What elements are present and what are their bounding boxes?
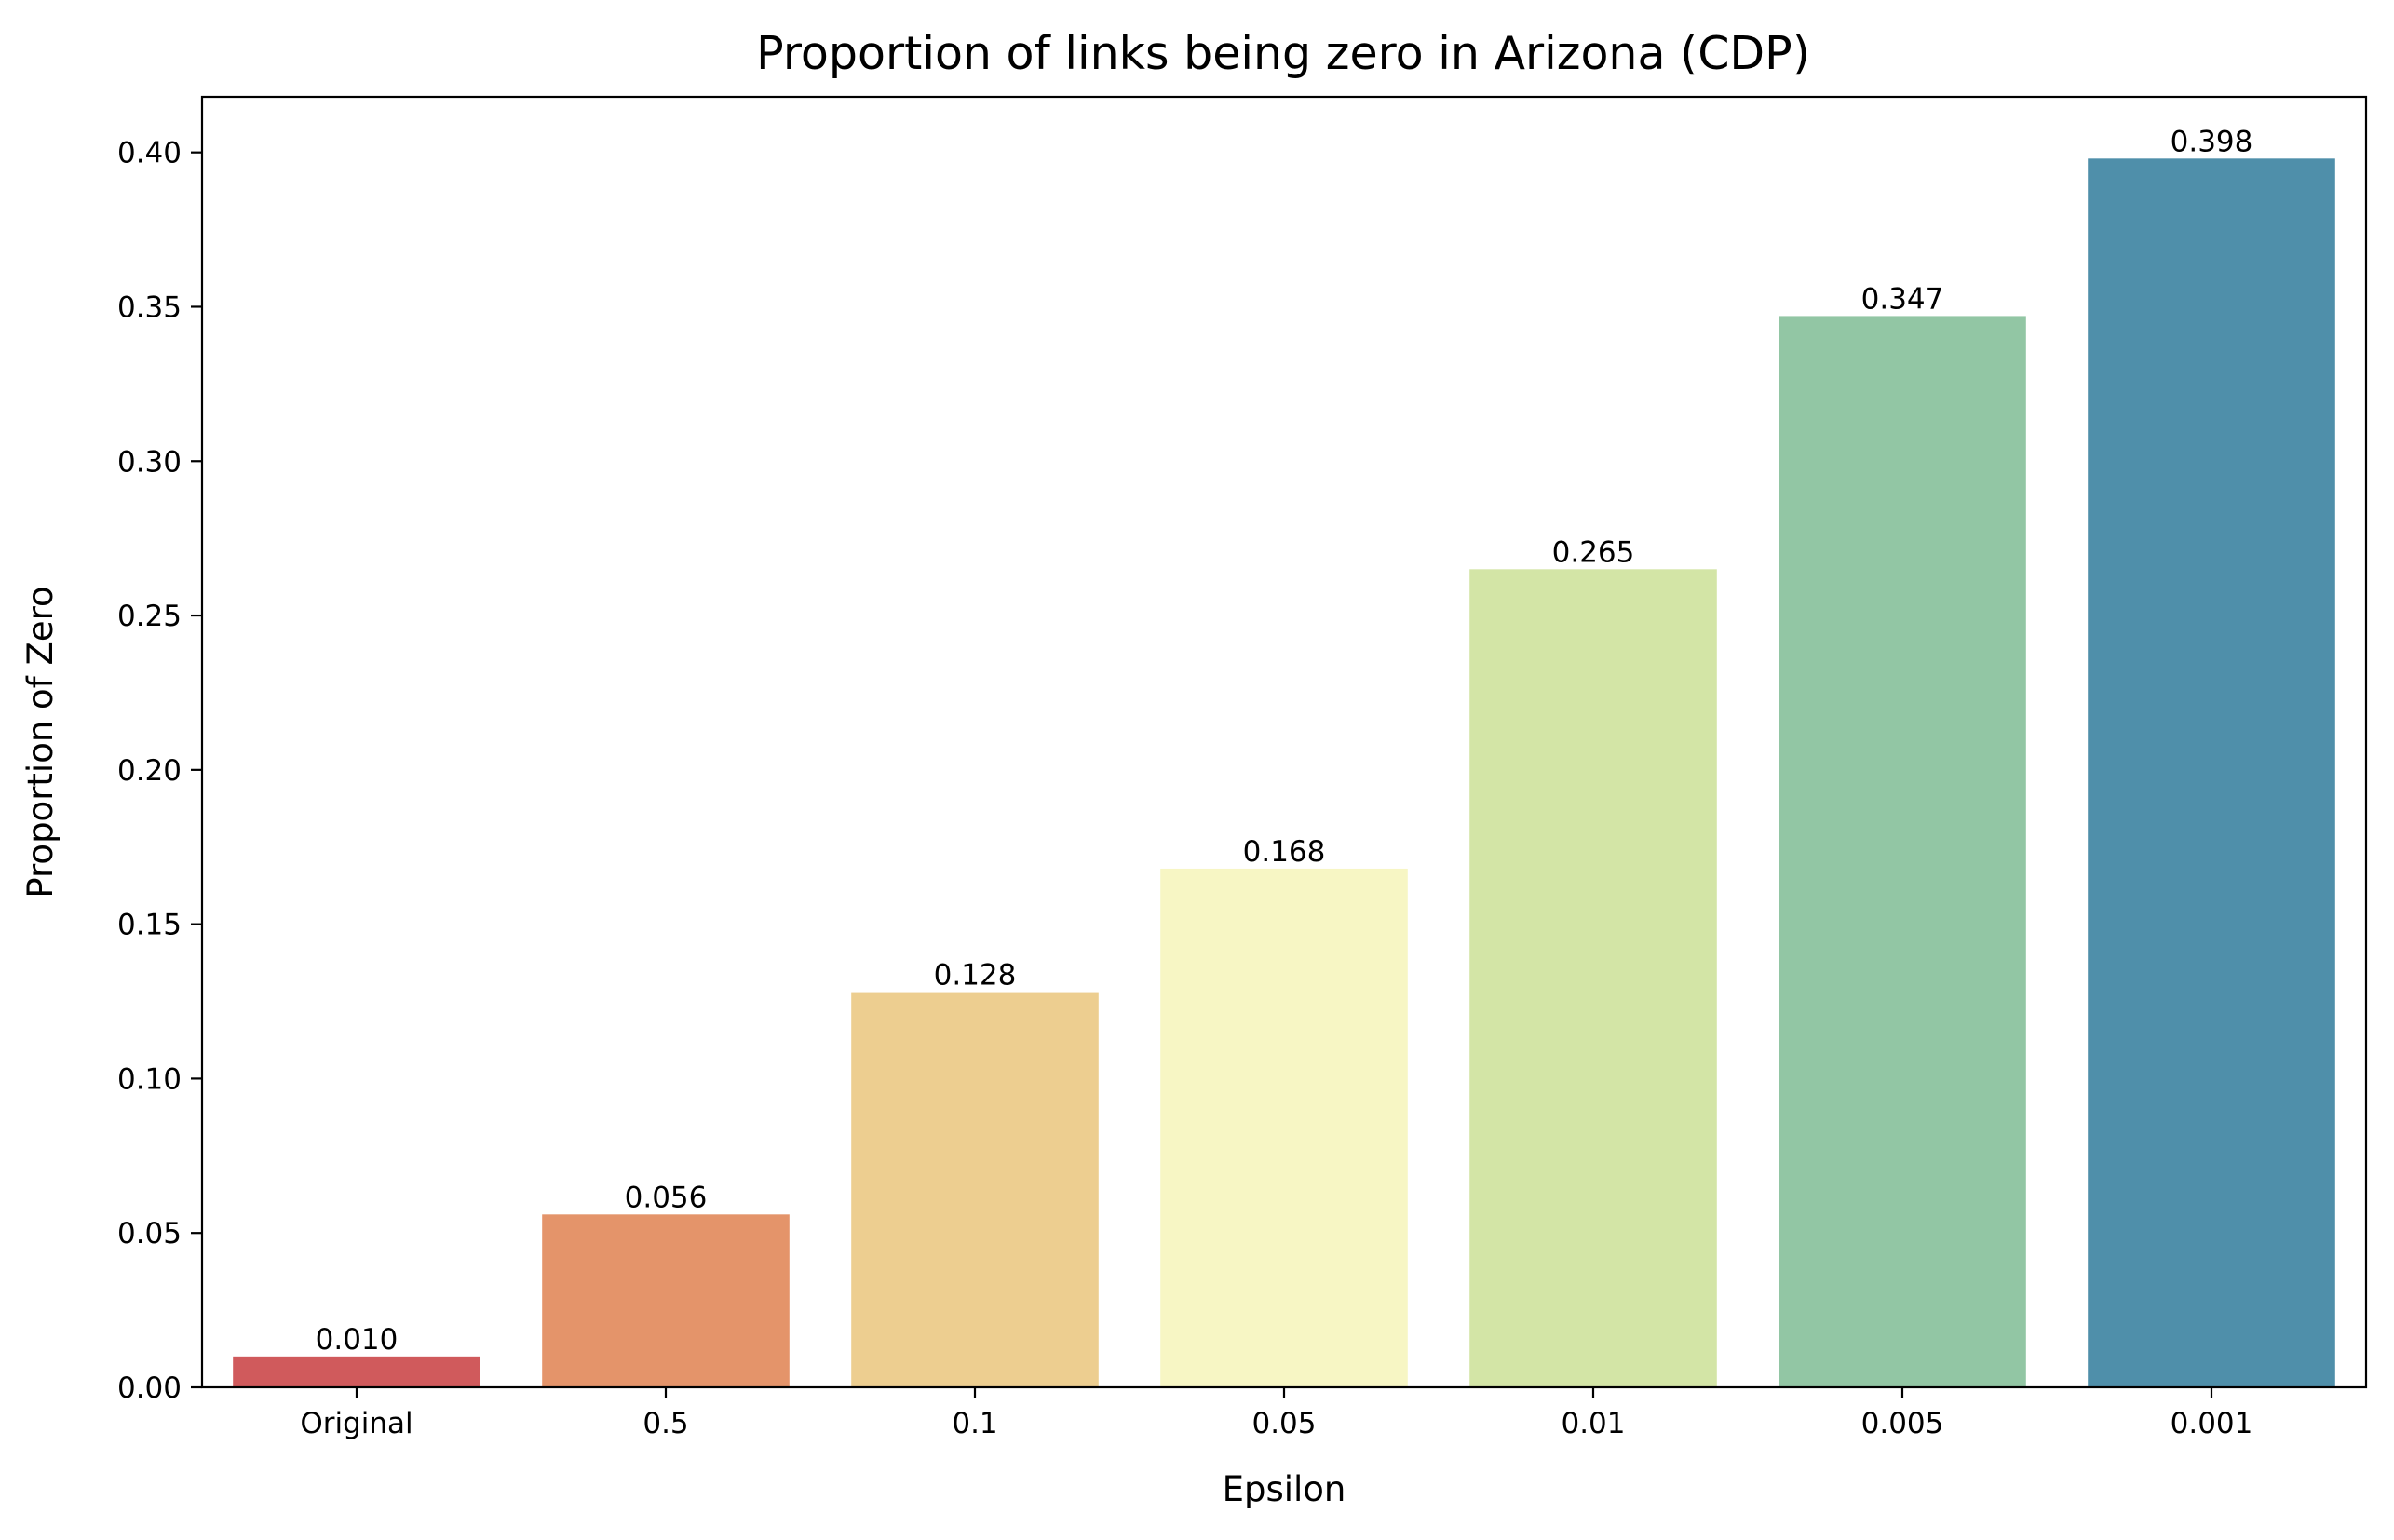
x-tick-label-5: 0.005 [1861, 1407, 1944, 1440]
x-tick-label-2: 0.1 [952, 1407, 997, 1440]
y-axis-label: Proportion of Zero [20, 586, 61, 898]
x-tick-label-6: 0.001 [2171, 1407, 2253, 1440]
bar-5 [1779, 316, 2026, 1388]
bar-2 [851, 992, 1099, 1387]
y-tick-label-1: 0.05 [117, 1217, 182, 1250]
y-tick-label-6: 0.30 [117, 445, 182, 479]
y-tick-label-7: 0.35 [117, 290, 182, 324]
bar-0 [233, 1356, 480, 1387]
x-axis: Original 0.5 0.1 0.05 0.01 0.005 0.001 [300, 1387, 2252, 1440]
y-tick-label-2: 0.10 [117, 1062, 182, 1096]
y-tick-label-4: 0.20 [117, 754, 182, 788]
data-label-2: 0.128 [934, 959, 1017, 993]
y-tick-label-8: 0.40 [117, 137, 182, 170]
x-axis-label: Epsilon [1223, 1469, 1346, 1509]
data-label-0: 0.010 [316, 1323, 399, 1357]
data-label-6: 0.398 [2171, 125, 2253, 158]
x-tick-label-0: Original [300, 1407, 413, 1440]
bar-4 [1469, 569, 1717, 1387]
data-label-3: 0.168 [1243, 835, 1326, 869]
x-tick-label-4: 0.01 [1561, 1407, 1625, 1440]
data-labels-layer: 0.010 0.056 0.128 0.168 0.265 0.347 0.398 [316, 125, 2253, 1357]
bars-layer [233, 158, 2335, 1388]
y-axis: 0.00 0.05 0.10 0.15 0.20 0.25 0.30 0.35 0.40 [117, 137, 202, 1405]
plot-frame [200, 95, 2368, 1389]
x-tick-label-1: 0.5 [642, 1407, 688, 1440]
y-tick-label-3: 0.15 [117, 909, 182, 942]
data-label-5: 0.347 [1861, 282, 1944, 316]
y-tick-label-5: 0.25 [117, 600, 182, 633]
chart-title: Proportion of links being zero in Arizon… [756, 27, 1810, 80]
bar-3 [1160, 868, 1408, 1387]
bar-6 [2088, 158, 2335, 1387]
bar-1 [542, 1214, 790, 1387]
data-label-4: 0.265 [1552, 535, 1635, 569]
x-tick-label-3: 0.05 [1251, 1407, 1316, 1440]
y-tick-label-0: 0.00 [117, 1371, 182, 1405]
data-label-1: 0.056 [625, 1181, 708, 1214]
